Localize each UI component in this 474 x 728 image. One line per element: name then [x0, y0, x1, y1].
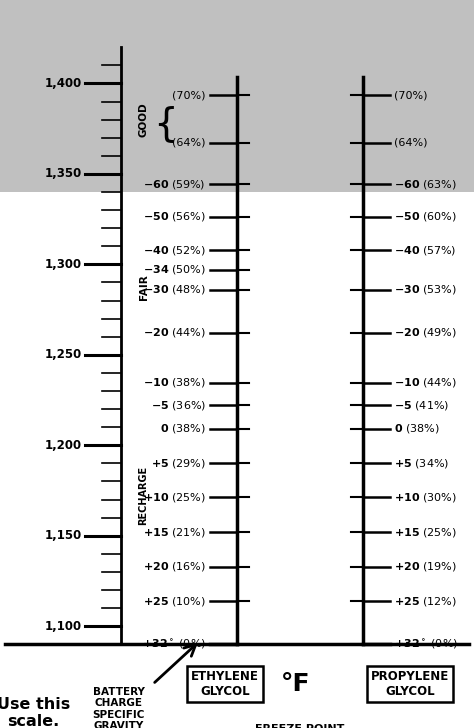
Bar	[0, 0, 474, 192]
Text: $\mathbf{-40}$ (52%): $\mathbf{-40}$ (52%)	[143, 244, 206, 257]
Text: $\mathbf{0}$ (38%): $\mathbf{0}$ (38%)	[394, 422, 440, 435]
Text: FREEZE POINT
1% GLYCOL BY VOLUME: FREEZE POINT 1% GLYCOL BY VOLUME	[228, 724, 372, 728]
Text: (64%): (64%)	[394, 138, 428, 148]
Text: $\mathbf{+10}$ (25%): $\mathbf{+10}$ (25%)	[143, 491, 206, 504]
Text: 1,200: 1,200	[45, 439, 82, 452]
Text: 1,400: 1,400	[45, 77, 82, 90]
Text: $\mathbf{-60}$ (59%): $\mathbf{-60}$ (59%)	[144, 178, 206, 191]
Text: $\mathbf{-34}$ (50%): $\mathbf{-34}$ (50%)	[143, 264, 206, 277]
Text: (70%): (70%)	[394, 90, 428, 100]
Text: (70%): (70%)	[172, 90, 206, 100]
Text: $\mathbf{+10}$ (30%): $\mathbf{+10}$ (30%)	[394, 491, 457, 504]
Text: $\mathbf{+25}$ (12%): $\mathbf{+25}$ (12%)	[394, 595, 457, 608]
Text: $\mathbf{-40}$ (57%): $\mathbf{-40}$ (57%)	[394, 244, 456, 257]
Text: RECHARGE: RECHARGE	[138, 465, 149, 525]
Text: 1,350: 1,350	[45, 167, 82, 181]
Text: BATTERY
CHARGE
SPECIFIC
GRAVITY: BATTERY CHARGE SPECIFIC GRAVITY	[92, 687, 145, 728]
Text: $\mathbf{+20}$ (16%): $\mathbf{+20}$ (16%)	[143, 560, 206, 573]
Text: 1,250: 1,250	[45, 348, 82, 361]
Text: FAIR: FAIR	[138, 274, 149, 300]
Text: $\mathbf{-30}$ (53%): $\mathbf{-30}$ (53%)	[394, 283, 457, 296]
Text: Use this
scale.: Use this scale.	[0, 697, 70, 728]
Text: GOOD: GOOD	[138, 103, 149, 137]
Text: $\mathbf{0}$ (38%): $\mathbf{0}$ (38%)	[160, 422, 206, 435]
Text: 1,100: 1,100	[45, 620, 82, 633]
Text: 1,150: 1,150	[45, 529, 82, 542]
Text: $\mathbf{-30}$ (48%): $\mathbf{-30}$ (48%)	[143, 283, 206, 296]
Text: $\mathbf{-50}$ (60%): $\mathbf{-50}$ (60%)	[394, 210, 457, 223]
Text: $\mathbf{-20}$ (44%): $\mathbf{-20}$ (44%)	[143, 326, 206, 339]
Text: $\mathbf{-10}$ (44%): $\mathbf{-10}$ (44%)	[394, 376, 457, 389]
Text: °F: °F	[281, 673, 310, 696]
Text: ETHYLENE
GLYCOL: ETHYLENE GLYCOL	[191, 670, 259, 698]
Text: $\mathbf{+15}$ (21%): $\mathbf{+15}$ (21%)	[143, 526, 206, 539]
Text: {: {	[154, 106, 178, 143]
Text: $\mathbf{-10}$ (38%): $\mathbf{-10}$ (38%)	[143, 376, 206, 389]
Text: $\mathbf{-5}$ (36%): $\mathbf{-5}$ (36%)	[151, 399, 206, 412]
Text: $\mathbf{-50}$ (56%): $\mathbf{-50}$ (56%)	[143, 210, 206, 223]
Text: $\mathbf{+32^\circ}$ (0%): $\mathbf{+32^\circ}$ (0%)	[142, 638, 206, 651]
Text: (64%): (64%)	[172, 138, 206, 148]
Text: $\mathbf{-60}$ (63%): $\mathbf{-60}$ (63%)	[394, 178, 457, 191]
Text: 1,300: 1,300	[45, 258, 82, 271]
Text: PROPYLENE
GLYCOL: PROPYLENE GLYCOL	[371, 670, 449, 698]
Text: $\mathbf{+5}$ (29%): $\mathbf{+5}$ (29%)	[151, 457, 206, 470]
Text: $\mathbf{-20}$ (49%): $\mathbf{-20}$ (49%)	[394, 326, 457, 339]
Text: $\mathbf{+5}$ (34%): $\mathbf{+5}$ (34%)	[394, 457, 449, 470]
Text: $\mathbf{+32^\circ}$ (0%): $\mathbf{+32^\circ}$ (0%)	[394, 638, 458, 651]
Text: $\mathbf{+15}$ (25%): $\mathbf{+15}$ (25%)	[394, 526, 457, 539]
Text: $\mathbf{-5}$ (41%): $\mathbf{-5}$ (41%)	[394, 399, 449, 412]
Text: $\mathbf{+25}$ (10%): $\mathbf{+25}$ (10%)	[143, 595, 206, 608]
Text: $\mathbf{+20}$ (19%): $\mathbf{+20}$ (19%)	[394, 560, 457, 573]
